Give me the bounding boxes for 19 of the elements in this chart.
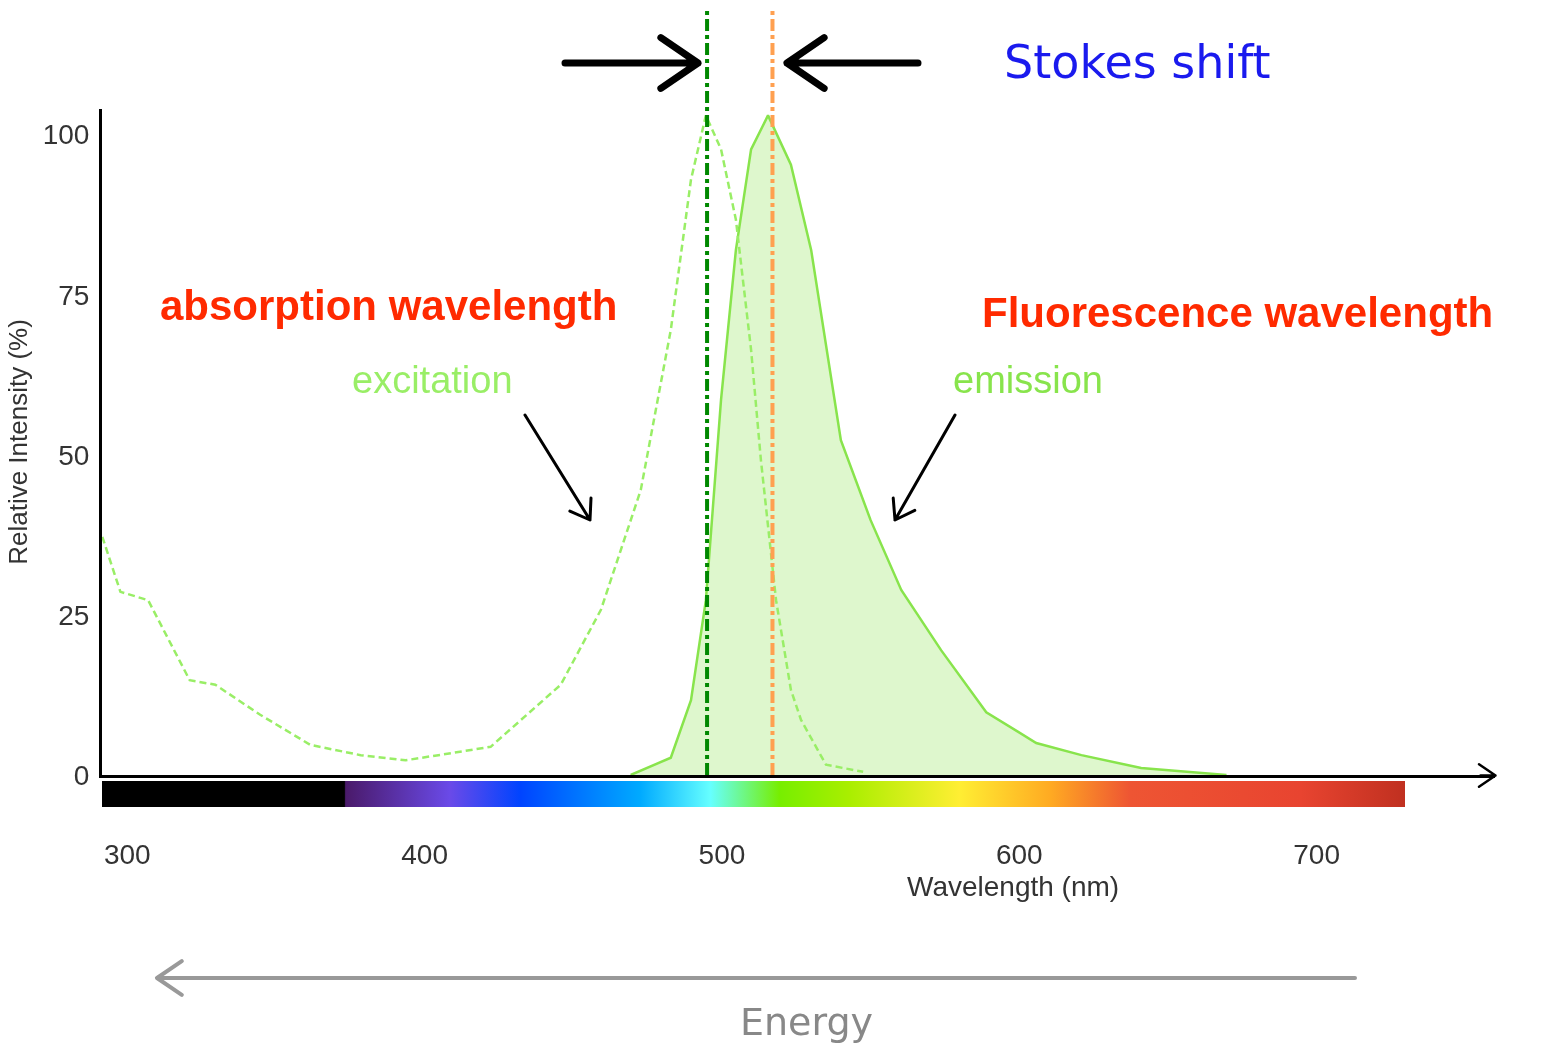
x-tick-label: 700	[1293, 838, 1340, 870]
text: Stokes shift	[1004, 35, 1271, 89]
y-tick-label: 0	[73, 759, 90, 791]
x-tick-label: 600	[995, 838, 1043, 870]
text: emission	[953, 359, 1103, 401]
y-tick-label: 25	[58, 599, 90, 631]
y-axis-title: Relative Intensity (%)	[3, 319, 34, 565]
x-tick-label: 300	[103, 838, 151, 870]
y-tick-label: 50	[58, 439, 90, 471]
y-tick-label: 100	[42, 119, 90, 151]
annotation: absorption wavelength	[160, 282, 618, 329]
x-tick-label: 400	[401, 838, 448, 870]
x-tick-label: 500	[698, 838, 746, 870]
text: Energy	[740, 1000, 874, 1044]
annotation: Fluorescence wavelength	[982, 289, 1494, 336]
x-axis-title: Wavelength (nm)	[907, 871, 1120, 902]
text: excitation	[352, 359, 513, 401]
line-series	[102, 114, 865, 774]
y-tick-label: 75	[58, 279, 90, 311]
